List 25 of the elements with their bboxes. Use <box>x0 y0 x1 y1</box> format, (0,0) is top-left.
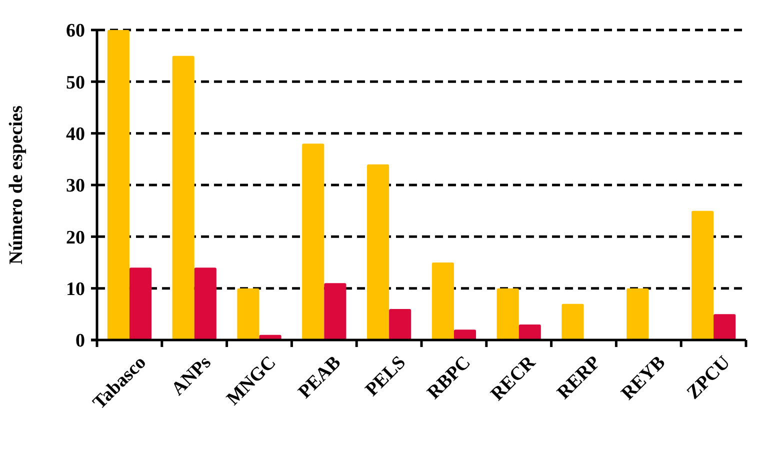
y-tick-label: 20 <box>66 227 85 248</box>
bar <box>237 288 260 340</box>
bar <box>107 30 130 340</box>
bar <box>496 288 519 340</box>
y-tick-label: 10 <box>66 278 85 300</box>
bar <box>714 314 736 340</box>
bar <box>389 309 412 340</box>
bar <box>129 268 152 340</box>
bar <box>324 283 346 340</box>
y-tick-label: 30 <box>66 176 85 197</box>
bar <box>691 210 714 340</box>
bar <box>172 56 194 340</box>
y-tick-label: 40 <box>66 124 85 145</box>
y-tick-label: 60 <box>66 20 85 42</box>
bar <box>518 324 541 340</box>
bar <box>626 288 649 340</box>
y-tick-label: 50 <box>66 72 85 94</box>
bar <box>562 304 584 340</box>
bar <box>432 262 454 340</box>
bar <box>454 330 476 340</box>
y-tick-label: 0 <box>76 330 85 352</box>
bar <box>366 164 390 340</box>
y-axis-title: Número de especies <box>6 105 27 265</box>
bar <box>194 268 216 340</box>
bar <box>302 144 324 340</box>
